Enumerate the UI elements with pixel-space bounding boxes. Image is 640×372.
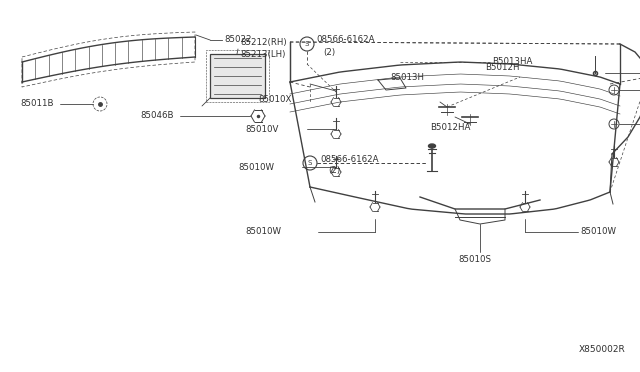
Text: S: S [305,41,309,47]
Text: 08566-6162A: 08566-6162A [320,154,378,164]
Text: 08566-6162A: 08566-6162A [316,35,374,44]
Text: 85010W: 85010W [245,228,281,237]
Ellipse shape [429,144,435,148]
Text: 85010X: 85010X [258,96,291,105]
Text: 85011B: 85011B [20,99,54,109]
Text: 85010W: 85010W [580,228,616,237]
Text: 85013H: 85013H [390,73,424,81]
Text: 85010S: 85010S [458,256,491,264]
Text: B5012HA: B5012HA [430,122,470,131]
Text: B5013HA: B5013HA [492,58,532,67]
Text: 85010W: 85010W [238,163,274,171]
Text: B5012H: B5012H [485,62,520,71]
Text: (2): (2) [323,48,335,57]
Text: 85213(LH): 85213(LH) [240,49,285,58]
Text: (2): (2) [328,166,340,174]
Text: 85046B: 85046B [140,112,173,121]
Text: 85022: 85022 [224,35,252,45]
Text: X850002R: X850002R [579,345,625,354]
Text: S: S [308,160,312,166]
Text: 85212(RH): 85212(RH) [240,38,287,46]
Text: 85010V: 85010V [245,125,278,134]
FancyBboxPatch shape [210,54,265,98]
